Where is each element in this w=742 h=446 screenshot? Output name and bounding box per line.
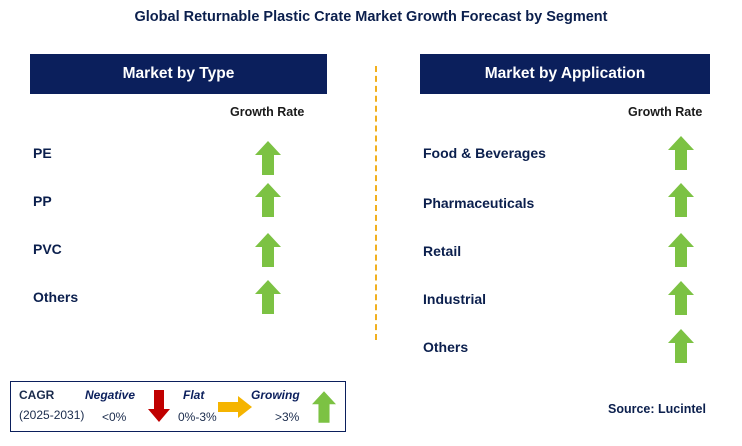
negative-arrow-icon xyxy=(148,390,170,422)
growing-arrow-icon xyxy=(255,233,281,267)
application-row-label: Industrial xyxy=(423,291,487,307)
source-note: Source: Lucintel xyxy=(608,402,706,416)
application-panel-header: Market by Application xyxy=(420,54,710,94)
growing-arrow-icon xyxy=(255,183,281,217)
type-row-label: Others xyxy=(33,289,79,305)
legend-negative-label: Negative xyxy=(85,388,136,402)
type-row-label: PE xyxy=(33,145,52,161)
legend-growing-value: >3% xyxy=(275,410,300,424)
application-row-label: Others xyxy=(423,339,469,355)
type-row-label: PVC xyxy=(33,241,62,257)
application-row-label: Pharmaceuticals xyxy=(423,195,535,211)
legend-years: (2025-2031) xyxy=(19,408,85,422)
growing-arrow-icon xyxy=(668,183,694,217)
growing-arrow-icon xyxy=(668,136,694,170)
panel-divider xyxy=(375,66,377,340)
application-row-label: Food & Beverages xyxy=(423,145,546,161)
chart-title: Global Returnable Plastic Crate Market G… xyxy=(134,9,608,25)
type-row-label: PP xyxy=(33,193,52,209)
type-growth-rate-label: Growth Rate xyxy=(230,105,305,119)
growing-arrow-icon xyxy=(668,233,694,267)
type-panel-header: Market by Type xyxy=(30,54,327,94)
growing-arrow-icon xyxy=(312,391,336,423)
application-row-label: Retail xyxy=(423,243,462,259)
growing-arrow-icon xyxy=(668,329,694,363)
growing-arrow-icon xyxy=(668,281,694,315)
legend-growing-label: Growing xyxy=(251,388,300,402)
legend-flat-label: Flat xyxy=(183,388,205,402)
legend-flat-value: 0%-3% xyxy=(178,410,217,424)
growing-arrow-icon xyxy=(255,280,281,314)
legend-negative-value: <0% xyxy=(102,410,127,424)
growing-arrow-icon xyxy=(255,141,281,175)
application-growth-rate-label: Growth Rate xyxy=(628,105,703,119)
legend-cagr-label: CAGR xyxy=(19,388,55,402)
flat-arrow-icon xyxy=(218,396,252,418)
cagr-legend: CAGR (2025-2031) Negative <0% Flat 0%-3%… xyxy=(10,381,346,432)
